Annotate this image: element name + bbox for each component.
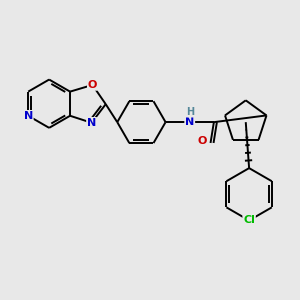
Text: H: H	[186, 107, 194, 117]
Text: Cl: Cl	[243, 215, 255, 226]
Text: N: N	[24, 111, 33, 121]
Text: N: N	[185, 117, 194, 127]
Text: N: N	[87, 118, 96, 128]
Text: O: O	[88, 80, 97, 90]
Text: O: O	[197, 136, 207, 146]
